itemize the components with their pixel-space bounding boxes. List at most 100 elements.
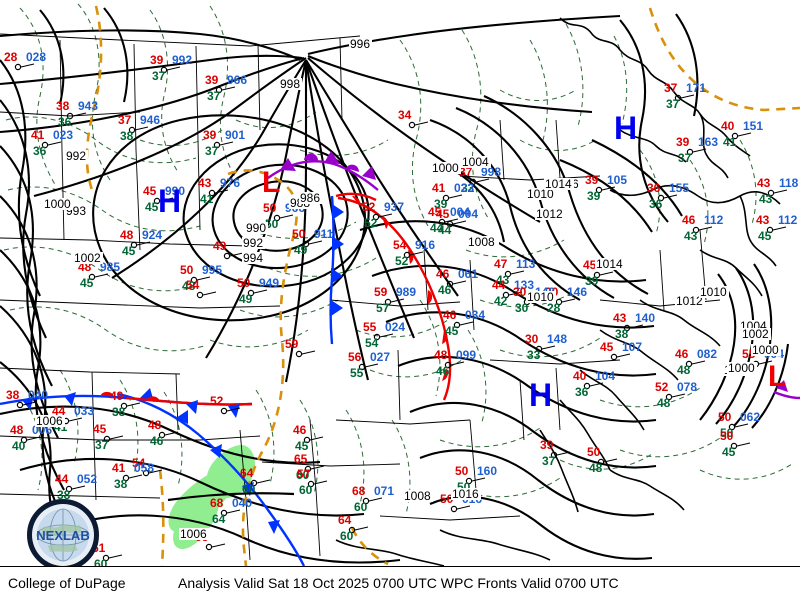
wind-barb bbox=[128, 474, 143, 479]
station-dewpoint: 37 bbox=[152, 69, 166, 83]
station-plot: 41 023 36 bbox=[31, 128, 73, 158]
station-circle bbox=[446, 220, 454, 228]
wind-barb bbox=[159, 197, 174, 202]
station-temperature: 46 bbox=[682, 213, 696, 227]
station-temperature: 64 bbox=[240, 466, 254, 480]
station-plot: 50 911 49 bbox=[292, 227, 334, 257]
station-pressure: 078 bbox=[677, 380, 697, 394]
station-pressure: 062 bbox=[740, 410, 760, 424]
station-temperature: 55 bbox=[363, 320, 377, 334]
station-circle bbox=[215, 86, 223, 94]
station-dewpoint: 38 bbox=[112, 405, 126, 419]
station-circle bbox=[657, 194, 665, 202]
station-circle bbox=[555, 298, 563, 306]
station-dewpoint: 54 bbox=[365, 336, 379, 350]
wind-barb bbox=[541, 345, 556, 350]
station-pressure: 911 bbox=[314, 227, 334, 241]
station-circle bbox=[442, 194, 450, 202]
station-circle bbox=[665, 393, 673, 401]
high-pressure-symbol: H bbox=[158, 183, 182, 219]
station-pressure: 027 bbox=[370, 350, 390, 364]
wind-barb bbox=[47, 141, 62, 146]
isobar-label-backing bbox=[544, 178, 574, 190]
station-temperature: 54 bbox=[132, 456, 146, 470]
station-circle bbox=[223, 252, 231, 260]
isobar-label: 986 bbox=[300, 191, 320, 205]
isobar-label-backing bbox=[526, 291, 556, 303]
station-circle bbox=[610, 353, 618, 361]
isobar-label: 1012 bbox=[676, 294, 703, 308]
station-temperature: 54 bbox=[186, 278, 200, 292]
station-plot: 45 107 bbox=[600, 340, 642, 361]
station-pressure: 052 bbox=[77, 472, 97, 486]
station-dewpoint: 42 bbox=[494, 294, 508, 308]
station-circle bbox=[597, 458, 605, 466]
station-circle bbox=[208, 189, 216, 197]
wind-barb bbox=[308, 240, 323, 245]
station-temperature: 37 bbox=[118, 113, 132, 127]
weather-map-canvas[interactable]: 39 992 37 39 966 37 38 943 36 37 946 38 41 023 36 39 901… bbox=[0, 0, 800, 566]
station-temperature: 28 bbox=[4, 50, 18, 64]
wind-barb bbox=[226, 509, 241, 514]
isobar-label: 1016 bbox=[452, 487, 479, 501]
station-temperature: 45 bbox=[93, 422, 107, 436]
station-circle bbox=[14, 63, 22, 71]
wind-barb bbox=[126, 402, 141, 407]
station-dewpoint: 60 bbox=[299, 483, 313, 497]
station-circle bbox=[692, 226, 700, 234]
station-dewpoint: 49 bbox=[239, 292, 253, 306]
station-circle bbox=[593, 271, 601, 279]
station-pressure: 071 bbox=[374, 484, 394, 498]
isobar-label-backing bbox=[245, 222, 268, 234]
station-plot: 40 104 36 bbox=[573, 369, 615, 399]
station-temperature: 39 bbox=[150, 53, 164, 67]
station-circle bbox=[373, 333, 381, 341]
station-plot: 34 bbox=[398, 108, 429, 129]
station-circle bbox=[550, 451, 558, 459]
station-temperature: 40 bbox=[573, 369, 587, 383]
isobar-label-backing bbox=[535, 208, 565, 220]
cold-front-southwest bbox=[117, 388, 306, 566]
station-pressure: 105 bbox=[607, 173, 627, 187]
station-pressure: 104 bbox=[595, 369, 615, 383]
station-dewpoint: 37 bbox=[678, 151, 692, 165]
wind-barb bbox=[256, 479, 271, 484]
station-plot: 43 976 41 bbox=[198, 176, 240, 206]
station-circle bbox=[196, 291, 204, 299]
wind-barb bbox=[758, 360, 773, 365]
station-circle bbox=[16, 401, 24, 409]
station-pressure: 099 bbox=[456, 348, 476, 362]
station-pressure: 023 bbox=[454, 181, 474, 195]
station-plot: 44 052 38 bbox=[55, 472, 97, 502]
station-plot: 59 989 57 bbox=[374, 285, 416, 315]
station-temperature: 41 bbox=[31, 128, 45, 142]
station-circle bbox=[41, 141, 49, 149]
station-temperature: 64 bbox=[338, 513, 352, 527]
station-temperature: 48 bbox=[10, 423, 24, 437]
wind-barb bbox=[148, 469, 163, 474]
wind-barb bbox=[71, 485, 86, 490]
station-plot: 37 998 32 bbox=[459, 165, 501, 195]
station-circle bbox=[303, 436, 311, 444]
wind-barb bbox=[229, 252, 244, 257]
wind-barb bbox=[599, 271, 614, 276]
isobar-label-backing bbox=[461, 156, 491, 168]
isobar-label-backing bbox=[35, 415, 65, 427]
station-plot: 39 966 37 bbox=[205, 73, 247, 103]
station-pressure: 966 bbox=[227, 73, 247, 87]
isobar-label-backing bbox=[299, 192, 322, 204]
isobar-label-backing bbox=[179, 528, 209, 540]
station-temperature: 43 bbox=[613, 311, 627, 325]
station-temperature: 36 bbox=[647, 181, 661, 195]
station-dewpoint: 45 bbox=[295, 439, 309, 453]
station-temperature: 44 bbox=[55, 472, 69, 486]
station-pressure: 033 bbox=[74, 404, 94, 418]
wind-barb bbox=[773, 189, 788, 194]
station-temperature: 45 bbox=[436, 207, 450, 221]
wind-barb bbox=[450, 361, 465, 366]
